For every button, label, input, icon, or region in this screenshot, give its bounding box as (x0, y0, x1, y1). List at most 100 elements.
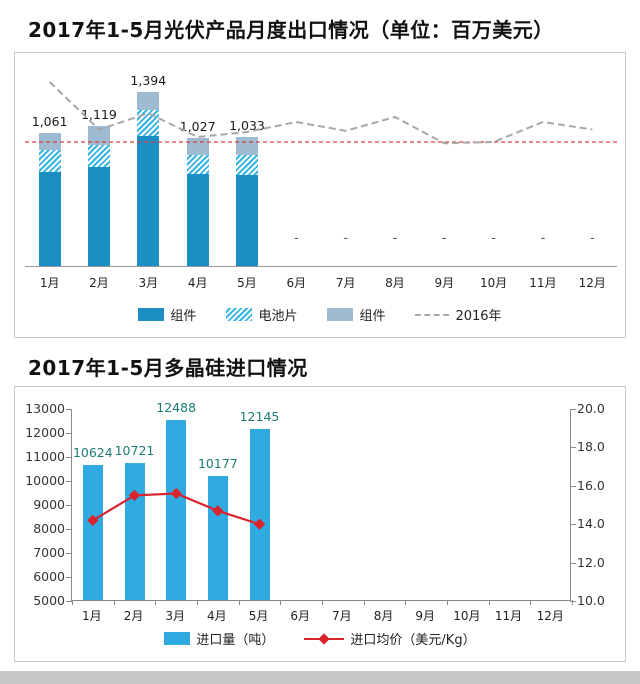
axis-tick (322, 600, 323, 605)
footer-strip (0, 671, 640, 684)
x-tick-label: 5月 (248, 609, 269, 623)
chart2-left-axis: 13000 12000 11000 10000 9000 8000 7000 6000 5000 (15, 387, 625, 661)
axis-tick (66, 601, 72, 602)
chart2-right-axis: 20.0 18.0 16.0 14.0 12.0 10.0 (15, 387, 625, 661)
legend-swatch (164, 632, 191, 645)
axis-tick (488, 600, 490, 605)
x-tick-label: 10月 (479, 276, 508, 290)
x-tick-label: 12月 (578, 276, 606, 290)
x-tick-label: 12月 (536, 609, 564, 623)
left-axis-tick-label: 13000 (25, 401, 65, 416)
right-axis-tick-label: 14.0 (577, 516, 605, 532)
bar-segment-0 (38, 172, 61, 266)
import-bar (249, 428, 270, 600)
chart1-title: 2017年1-5月光伏产品月度出口情况（单位：百万美元） (28, 18, 554, 42)
import-bar (166, 420, 187, 600)
x-tick-label: 2月 (89, 276, 109, 290)
x-tick-label: 2月 (123, 609, 144, 623)
bar-segment-0 (137, 136, 160, 266)
legend-item: 电池片 (226, 305, 297, 324)
legend-dashed-line (415, 313, 450, 316)
legend-label: 组件 (170, 309, 197, 324)
no-data-dash: - (491, 231, 496, 246)
axis-tick (66, 553, 72, 554)
line-2016 (49, 81, 593, 145)
legend-label: 2016年 (455, 309, 502, 324)
x-tick-label: 9月 (434, 276, 455, 290)
bar-value-label: 10624 (72, 445, 113, 461)
axis-tick (572, 600, 573, 605)
axis-tick (197, 600, 198, 605)
legend-swatch (138, 308, 165, 321)
bar-segment-0 (88, 167, 110, 266)
x-tick-label: 3月 (165, 609, 185, 623)
left-axis-tick-label: 5000 (33, 593, 65, 608)
legend-item: 进口均价（美元/Kg） (304, 629, 476, 648)
right-axis-tick-label: 10.0 (577, 593, 605, 608)
chart1-box: 1,061 1,119 1,394 1,027 1,033 - - - - - - - 1月 2月 3月 4… (14, 52, 626, 338)
axis-tick (363, 600, 365, 605)
bar-total-label: 1,033 (229, 117, 265, 133)
axis-tick (66, 529, 72, 530)
chart2-price-line (87, 487, 266, 530)
axis-tick (570, 601, 576, 602)
axis-tick (66, 457, 72, 458)
x-tick-label: 8月 (373, 609, 394, 623)
chart1-plot-area: 1,061 1,119 1,394 1,027 1,033 - - - - - - - (25, 67, 617, 267)
no-data-dash: - (589, 231, 595, 246)
legend-item: 组件 (327, 305, 385, 324)
legend-item: 组件 (138, 305, 196, 324)
chart1-lines (25, 81, 617, 145)
bar-segment-0 (236, 174, 258, 266)
axis-tick (66, 481, 72, 482)
x-tick-label: 6月 (286, 276, 307, 290)
import-bar (82, 465, 103, 600)
axis-tick (570, 485, 576, 487)
diamond-marker (253, 518, 266, 530)
x-tick-label: 11月 (494, 609, 523, 623)
chart2-plot-area: 10624 10721 12488 10177 12145 (66, 400, 576, 605)
chart1-x-axis-labels: 1月 2月 3月 4月 5月 6月 7月 8月 9月 10月 11月 12月 (25, 274, 617, 291)
diamond-marker (128, 489, 141, 502)
axis-tick (66, 433, 72, 434)
chart2-title: 2017年1-5月多晶硅进口情况 (28, 356, 308, 380)
axis-tick (570, 524, 576, 526)
x-tick-label: 11月 (529, 276, 557, 290)
bar-total-label: 1,119 (81, 107, 117, 123)
right-axis-tick-label: 16.0 (577, 477, 605, 493)
x-tick-label: 9月 (415, 609, 436, 623)
diamond-marker (212, 505, 224, 517)
right-axis-tick-label: 20.0 (577, 401, 605, 416)
x-tick-label: 4月 (187, 276, 208, 290)
bar-segment-1 (186, 155, 209, 175)
axis-tick (113, 600, 115, 605)
diamond-marker (170, 487, 182, 500)
x-tick-label: 3月 (138, 276, 159, 290)
x-tick-label: 6月 (290, 609, 311, 623)
left-axis-tick-label: 7000 (33, 545, 65, 560)
axis-tick (530, 600, 532, 605)
import-bar (124, 462, 145, 600)
legend-label: 组件 (359, 309, 386, 324)
bar-value-label: 12488 (156, 400, 197, 416)
right-axis-tick-label: 12.0 (577, 554, 605, 570)
legend-label: 进口均价（美元/Kg） (350, 633, 476, 648)
x-tick-label: 1月 (82, 609, 102, 623)
axis-tick (280, 600, 282, 605)
axis-tick (570, 409, 576, 410)
bar-total-label: 1,394 (130, 72, 167, 88)
no-data-dash: - (441, 231, 447, 246)
legend-label: 电池片 (258, 309, 298, 324)
chart2-box: 13000 12000 11000 10000 9000 8000 7000 6000 5000… (14, 386, 626, 662)
left-axis-tick-label: 8000 (33, 521, 65, 536)
x-tick-label: 5月 (237, 276, 257, 290)
bar-segment-2 (137, 91, 160, 111)
no-data-dash: - (343, 231, 348, 246)
axis-tick (66, 505, 72, 506)
x-tick-label: 8月 (385, 276, 405, 290)
left-axis-tick-label: 10000 (25, 473, 65, 488)
x-tick-label: 7月 (332, 609, 352, 623)
left-axis-tick-label: 6000 (33, 569, 65, 584)
legend-swatch (226, 308, 253, 321)
legend-item: 2016年 (415, 305, 502, 324)
